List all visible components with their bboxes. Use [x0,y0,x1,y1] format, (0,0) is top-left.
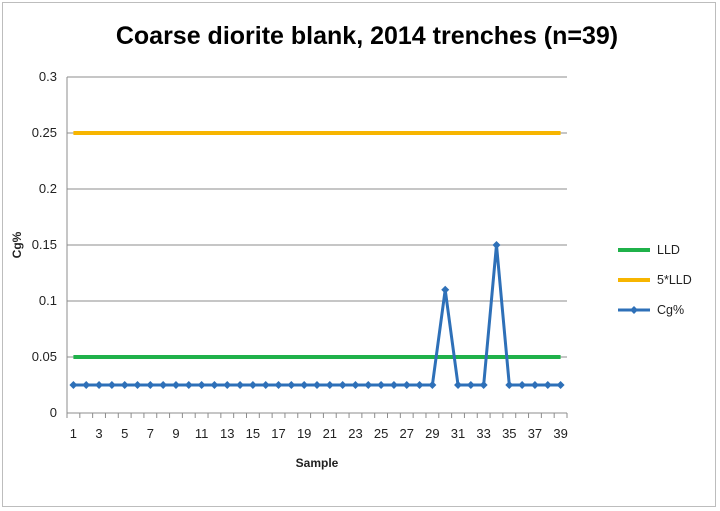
axes [66,77,568,418]
x-tick-label: 37 [528,426,542,441]
data-point [236,381,245,389]
x-tick-label: 21 [323,426,337,441]
data-point [377,381,386,389]
data-point [428,381,437,389]
x-tick-label: 11 [195,426,209,441]
data-point [133,381,142,389]
x-tick-label: 5 [121,426,128,441]
data-point [402,381,411,389]
data-point [389,381,398,389]
y-tick-label: 0.25 [32,125,57,140]
data-point [441,285,450,294]
y-tick-label: 0.05 [32,349,57,364]
x-tick-label: 27 [400,426,414,441]
chart-title: Coarse diorite blank, 2014 trenches (n=3… [116,22,618,50]
data-point [120,381,129,389]
data-point [300,381,309,389]
x-tick-label: 25 [374,426,388,441]
data-point [466,381,475,389]
data-point [197,381,206,389]
x-tick-label: 13 [220,426,234,441]
data-point [184,381,193,389]
x-tick-label: 15 [246,426,260,441]
y-tick-label: 0.3 [39,69,57,84]
data-point [543,381,552,389]
data-point [415,381,424,389]
data-point [530,381,539,389]
x-tick-label: 31 [451,426,465,441]
x-tick-label: 23 [348,426,362,441]
y-tick-label: 0 [50,405,57,420]
data-point [69,381,78,389]
y-axis-label: Cg% [10,231,24,258]
data-point [492,241,501,249]
data-point [261,381,270,389]
data-point [171,381,180,389]
legend-label: 5*LLD [657,273,692,287]
x-tick-label: 35 [502,426,516,441]
x-tick-label: 9 [172,426,179,441]
data-point [287,381,296,389]
data-point [479,381,488,389]
data-point [505,381,514,389]
data-point [518,381,527,389]
y-tick-label: 0.2 [39,181,57,196]
x-tick-labels: 1 3 5 7 9 11 13 15 17 19 21 23 25 27 29 31 33 35 37 39 [70,426,568,441]
gridlines [67,76,567,358]
data-point [82,381,91,389]
data-point [364,381,373,389]
legend: LLD 5*LLD Cg% [618,243,692,317]
data-point [223,381,232,389]
data-point [146,381,155,389]
legend-label: Cg% [657,303,684,317]
data-point [313,381,321,389]
data-point [95,381,104,389]
data-point [210,381,219,389]
x-tick-label: 39 [553,426,567,441]
x-tick-label: 7 [147,426,154,441]
data-point [159,381,168,389]
x-tick-label: 17 [271,426,285,441]
series-group [69,131,565,389]
x-tick-label: 19 [297,426,311,441]
legend-marker [630,306,638,314]
data-point [351,381,360,389]
data-point [107,381,116,389]
data-point [338,381,347,389]
x-tick-label: 29 [425,426,439,441]
x-tick-label: 1 [70,426,77,441]
y-tick-label: 0.1 [39,293,57,308]
y-tick-label: 0.15 [32,237,57,252]
data-point [454,381,463,389]
data-point [556,381,565,389]
series-line-cg- [73,243,561,387]
x-tick-label: 33 [476,426,490,441]
y-tick-labels: 0 0.05 0.1 0.15 0.2 0.25 0.3 [32,69,57,420]
data-point [325,381,334,389]
data-point [248,381,257,389]
x-tick-label: 3 [95,426,102,441]
data-point [274,381,283,389]
legend-label: LLD [657,243,680,257]
x-axis-label: Sample [296,456,339,470]
